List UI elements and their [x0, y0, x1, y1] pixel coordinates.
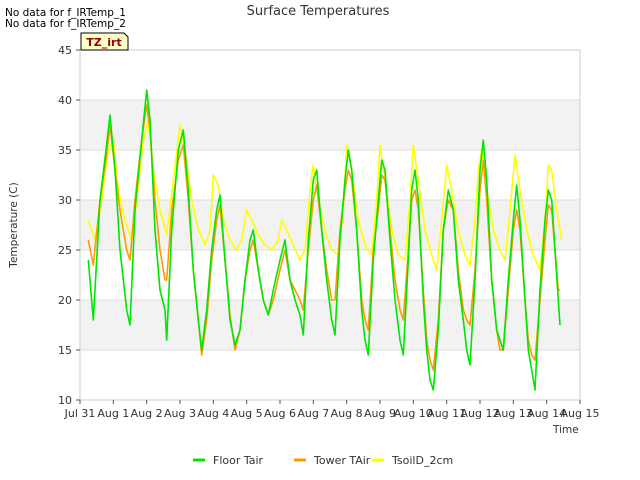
legend-label: Tower TAir [313, 454, 371, 467]
y-axis-label: Temperature (C) [8, 182, 20, 268]
y-tick-label: 15 [58, 344, 72, 357]
no-data-note-2: No data for f_IRTemp_2 [5, 18, 126, 30]
x-tick-label: Aug 8 [331, 407, 363, 420]
y-tick-label: 35 [58, 144, 72, 157]
x-tick-label: Aug 13 [494, 407, 533, 420]
x-axis-label: Time [552, 424, 579, 436]
y-tick-label: 25 [58, 244, 72, 257]
grid-band [80, 100, 580, 150]
x-tick-label: Aug 9 [364, 407, 396, 420]
plot-area [79, 49, 581, 401]
x-tick-label: Aug 2 [131, 407, 163, 420]
y-tick-label: 45 [58, 44, 72, 57]
y-tick-label: 20 [58, 294, 72, 307]
x-tick-label: Aug 10 [394, 407, 433, 420]
no-data-note-1: No data for f_IRTemp_1 [5, 7, 126, 19]
x-tick-label: Aug 1 [97, 407, 129, 420]
x-tick-label: Aug 14 [527, 407, 566, 420]
badge-label: TZ_irt [86, 36, 121, 49]
x-tick-label: Aug 4 [197, 407, 229, 420]
x-tick-label: Aug 5 [231, 407, 263, 420]
tz-irt-badge: TZ_irt [80, 32, 129, 51]
legend-label: TsoilD_2cm [391, 454, 453, 467]
x-tick-label: Aug 12 [461, 407, 500, 420]
legend-label: Floor Tair [213, 454, 264, 467]
x-tick-label: Aug 15 [561, 407, 600, 420]
y-tick-label: 40 [58, 94, 72, 107]
x-tick-label: Aug 7 [297, 407, 329, 420]
x-tick-label: Jul 31 [64, 407, 96, 420]
y-tick-label: 30 [58, 194, 72, 207]
x-tick-label: Aug 3 [164, 407, 196, 420]
legend: Floor Tair Tower TAir TsoilD_2cm [193, 454, 453, 467]
badge-shape [80, 32, 129, 51]
x-tick-label: Aug 11 [427, 407, 466, 420]
y-tick-label: 10 [58, 394, 72, 407]
series-line-floor-tair [87, 89, 561, 391]
x-tick-label: Aug 6 [264, 407, 296, 420]
chart-title: Surface Temperatures [247, 4, 390, 19]
